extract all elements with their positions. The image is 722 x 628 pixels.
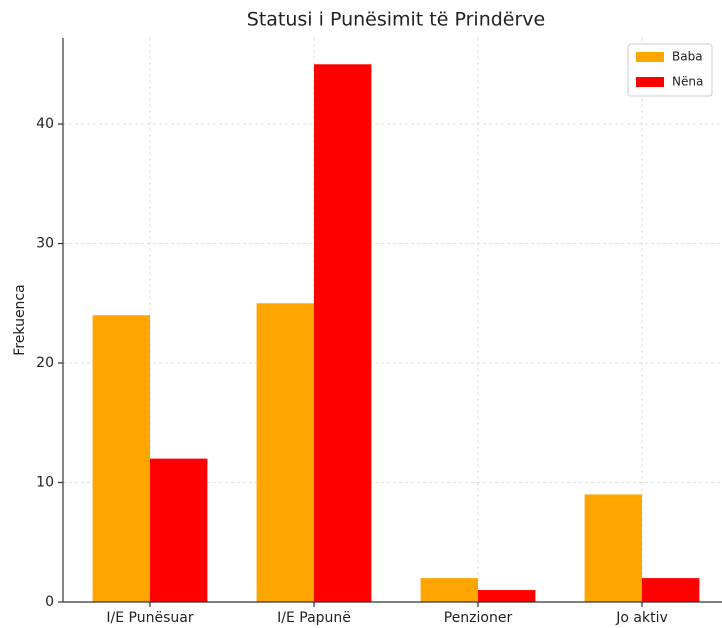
- y-tick-label: 20: [36, 355, 54, 371]
- bar: [92, 315, 150, 602]
- bar: [420, 578, 478, 602]
- chart-title: Statusi i Punësimit të Prindërve: [247, 9, 545, 31]
- legend-swatch: [636, 52, 664, 62]
- legend-swatch: [636, 77, 664, 87]
- x-tick-label: Jo aktiv: [615, 610, 668, 626]
- bar: [478, 590, 536, 602]
- bar: [642, 578, 700, 602]
- y-tick-label: 30: [36, 236, 54, 252]
- legend-label: Nëna: [672, 75, 703, 89]
- y-tick-label: 40: [36, 116, 54, 132]
- y-axis-label: Frekuenca: [12, 284, 28, 355]
- x-tick-label: I/E Punësuar: [106, 610, 193, 626]
- bar: [150, 458, 208, 602]
- y-tick-label: 0: [45, 594, 54, 610]
- x-tick-label: Penzioner: [444, 610, 513, 626]
- legend-label: Baba: [672, 50, 703, 64]
- bar: [256, 303, 314, 602]
- bar: [584, 494, 642, 602]
- y-tick-label: 10: [36, 475, 54, 491]
- bar: [314, 64, 372, 602]
- x-tick-label: I/E Papunë: [277, 610, 351, 626]
